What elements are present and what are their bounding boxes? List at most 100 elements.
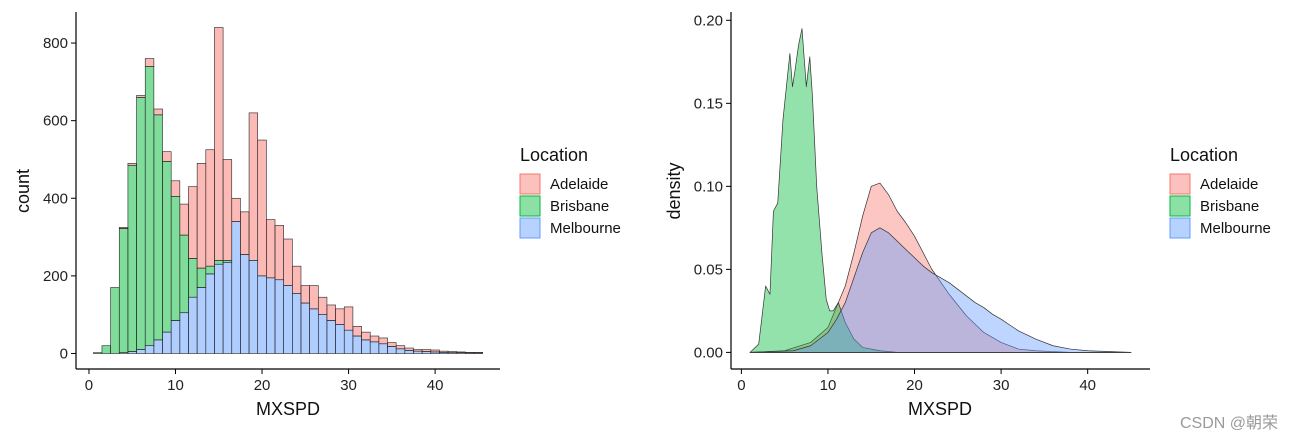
y-tick-label: 0.15 (694, 95, 723, 112)
bar-adelaide-7 (144, 58, 155, 67)
density-area-brisbane (749, 28, 1132, 353)
bar-brisbane-5 (127, 164, 137, 352)
bar-brisbane-9 (162, 161, 172, 333)
legend-label-brisbane: Brisbane (1200, 198, 1259, 215)
bar-adelaide-25 (300, 285, 310, 304)
bar-brisbane-6 (136, 97, 146, 350)
bar-melbourne-22 (274, 279, 284, 354)
density-panel: 0 10 20 30 40 0.00 0.05 0.10 0.15 0.20 MXSPD den… (664, 12, 1271, 419)
bar-melbourne-12 (188, 296, 198, 354)
y-tick-label: 400 (43, 190, 68, 207)
bar-melbourne-29 (335, 324, 345, 354)
bar-adelaide-27 (317, 296, 328, 315)
x-tick-label: 0 (737, 377, 745, 394)
bar-melbourne-6 (136, 349, 146, 354)
bar-adelaide-23 (283, 238, 293, 286)
legend-swatch-melbourne (1169, 217, 1191, 239)
y-tick-label: 0 (60, 345, 68, 362)
y-axis-ticks: 0 200 400 600 800 (43, 35, 76, 362)
y-tick-label: 800 (43, 35, 68, 52)
bar-adelaide-43 (456, 351, 466, 354)
legend-title: Location (1170, 145, 1238, 165)
bar-adelaide-21 (266, 219, 276, 279)
bar-adelaide-30 (343, 306, 354, 331)
bar-melbourne-38 (413, 350, 423, 354)
bar-melbourne-31 (352, 335, 362, 354)
legend-title: Location (520, 145, 588, 165)
bar-adelaide-34 (378, 337, 388, 345)
legend-swatch-adelaide (1169, 173, 1191, 195)
y-tick-label: 600 (43, 113, 68, 130)
bar-adelaide-13 (196, 163, 207, 269)
bar-adelaide-12 (188, 186, 198, 259)
bar-melbourne-7 (144, 345, 155, 354)
bar-melbourne-15 (214, 263, 224, 354)
bar-adelaide-40 (430, 349, 440, 353)
x-tick-label: 10 (820, 377, 837, 394)
bar-adelaide-24 (292, 265, 302, 294)
x-tick-label: 0 (85, 377, 93, 394)
bar-melbourne-32 (361, 339, 371, 354)
y-axis-title: count (13, 169, 33, 213)
bar-adelaide-35 (387, 342, 397, 347)
bar-melbourne-10 (170, 320, 181, 354)
y-tick-label: 0.05 (694, 261, 723, 278)
bar-brisbane-4 (118, 228, 129, 354)
histogram-bars (93, 27, 483, 354)
y-tick-label: 0.00 (694, 344, 723, 361)
bar-melbourne-11 (179, 312, 189, 354)
legend-label-melbourne: Melbourne (1200, 220, 1271, 237)
bar-adelaide-4 (118, 227, 129, 229)
legend-label-melbourne: Melbourne (550, 220, 621, 237)
bar-brisbane-12 (188, 258, 198, 298)
bar-adelaide-5 (127, 163, 137, 166)
bar-melbourne-33 (369, 341, 380, 354)
bar-brisbane-3 (110, 287, 120, 354)
bar-adelaide-18 (240, 211, 250, 255)
bar-adelaide-39 (421, 349, 432, 352)
bar-melbourne-17 (231, 221, 241, 354)
y-tick-label: 0.20 (694, 12, 723, 29)
legend-swatch-brisbane (1169, 195, 1191, 217)
x-tick-label: 20 (254, 377, 271, 394)
bar-brisbane-7 (144, 66, 155, 347)
bar-adelaide-19 (248, 112, 259, 261)
bar-adelaide-45 (473, 352, 483, 354)
bar-melbourne-26 (309, 308, 319, 354)
bar-adelaide-8 (153, 108, 163, 116)
watermark: CSDN @朝荣 (1180, 414, 1278, 432)
bar-adelaide-33 (369, 335, 380, 343)
y-axis-ticks: 0.00 0.05 0.10 0.15 0.20 (694, 12, 731, 361)
bar-adelaide-10 (170, 180, 181, 197)
bar-melbourne-19 (248, 260, 259, 354)
bar-adelaide-36 (395, 345, 406, 350)
x-tick-label: 30 (993, 377, 1010, 394)
bar-brisbane-14 (205, 265, 215, 275)
legend-label-adelaide: Adelaide (550, 176, 608, 193)
bar-adelaide-17 (231, 197, 241, 222)
bar-adelaide-14 (205, 149, 215, 267)
bar-melbourne-24 (292, 293, 302, 354)
y-axis-title: density (664, 162, 684, 219)
bar-melbourne-14 (205, 273, 215, 354)
bar-adelaide-16 (222, 159, 233, 261)
bar-melbourne-27 (317, 314, 328, 354)
bar-adelaide-20 (257, 139, 267, 277)
legend-swatch-melbourne (519, 217, 541, 239)
x-axis-title: MXSPD (908, 399, 972, 419)
bar-adelaide-22 (274, 225, 284, 281)
bar-adelaide-44 (465, 352, 475, 354)
bar-brisbane-10 (170, 196, 181, 321)
bar-adelaide-42 (447, 351, 458, 354)
bar-brisbane-15 (214, 260, 224, 265)
bar-brisbane-2 (101, 345, 111, 354)
bar-adelaide-38 (413, 349, 423, 352)
bar-brisbane-11 (179, 234, 189, 314)
x-tick-label: 40 (1079, 377, 1096, 394)
bar-adelaide-9 (162, 151, 172, 162)
bar-adelaide-29 (335, 308, 345, 325)
bar-melbourne-18 (240, 254, 250, 354)
bar-melbourne-21 (266, 277, 276, 354)
bar-adelaide-6 (136, 95, 146, 98)
